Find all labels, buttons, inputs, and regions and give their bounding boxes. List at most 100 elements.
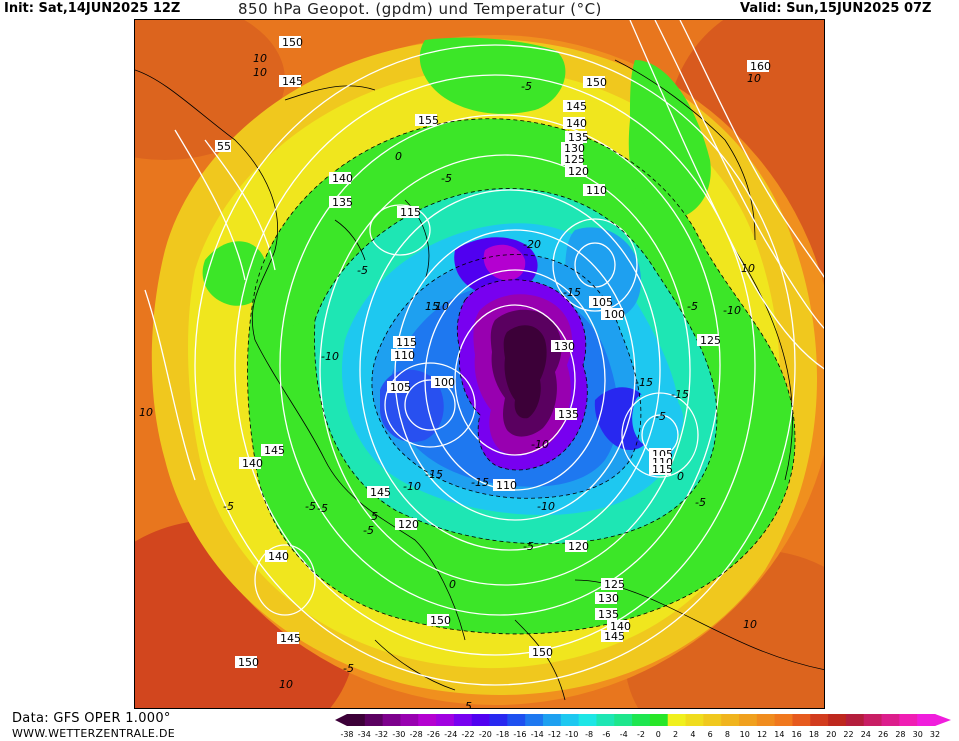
temp-label: 15	[425, 300, 439, 313]
gph-label: 160	[747, 60, 771, 73]
temp-label: -5	[521, 80, 532, 93]
svg-text:105: 105	[390, 381, 411, 394]
temp-label: -5	[523, 540, 534, 553]
colorbar-swatch	[382, 714, 401, 726]
gph-label: 125	[601, 578, 625, 591]
temp-label: 0	[677, 470, 684, 483]
colorbar-tick-label: -10	[565, 730, 578, 739]
svg-text:110: 110	[586, 184, 607, 197]
colorbar-swatch	[703, 714, 722, 726]
colorbar-swatch	[810, 714, 829, 726]
gph-label: 150	[279, 36, 303, 49]
gph-label: 135	[565, 131, 589, 144]
gph-label: 150	[427, 614, 451, 627]
gph-label: 125	[697, 334, 721, 347]
svg-text:125: 125	[700, 334, 721, 347]
temp-label: 10	[279, 678, 293, 691]
gph-label: 140	[329, 172, 353, 185]
colorbar-tick-label: 0	[656, 730, 661, 739]
colorbar-tick-label: -24	[444, 730, 457, 739]
colorbar-swatch	[685, 714, 704, 726]
colorbar-swatch	[899, 714, 918, 726]
gph-label: 120	[565, 540, 589, 553]
temp-label: -15	[671, 388, 689, 401]
svg-text:150: 150	[532, 646, 553, 659]
colorbar-swatch	[489, 714, 508, 726]
temp-label: -5	[317, 502, 328, 515]
svg-text:130: 130	[554, 340, 575, 353]
gph-label: 150	[583, 76, 607, 89]
colorbar-tick-label: -30	[392, 730, 405, 739]
gph-label: 130	[595, 592, 619, 605]
svg-text:140: 140	[242, 457, 263, 470]
temp-label: 0	[449, 578, 456, 591]
temp-label: -15	[635, 376, 653, 389]
gph-label: 135	[595, 608, 619, 621]
gph-label: 115	[393, 336, 417, 349]
colorbar-svg: -38 -34 -32 -30 -28 -26 -24 -22 -20 -18 -16 -14 -12-…	[335, 714, 951, 739]
svg-text:145: 145	[604, 630, 625, 643]
svg-text:140: 140	[566, 117, 587, 130]
gph-label: 105	[589, 296, 613, 309]
colorbar-tick-label: -6	[602, 730, 610, 739]
data-source: Data: GFS OPER 1.000°	[12, 711, 171, 726]
colorbar-swatch	[792, 714, 811, 726]
svg-text:140: 140	[610, 620, 631, 633]
gph-label: 145	[367, 486, 391, 499]
temp-label: -5	[357, 264, 368, 277]
colorbar-swatch	[471, 714, 491, 726]
colorbar-swatch	[525, 714, 544, 726]
site-url: WWW.WETTERZENTRALE.DE	[12, 727, 175, 740]
svg-text:150: 150	[586, 76, 607, 89]
colorbar-swatch	[507, 714, 526, 726]
colorbar-swatch	[453, 714, 473, 726]
temperature-contours	[247, 118, 796, 635]
colorbar-tick-label: 4	[690, 730, 695, 739]
temp-label: 10	[747, 72, 761, 85]
temp-label: 10	[741, 262, 755, 275]
colorbar-tick-label: -16	[513, 730, 526, 739]
colorbar-tick-label: -14	[531, 730, 544, 739]
temp-label: -10	[723, 304, 741, 317]
colorbar-tick-label: 18	[809, 730, 819, 739]
gph-label: 110	[493, 479, 517, 492]
colorbar-arrow-right	[935, 714, 951, 726]
temp-label: -5	[441, 172, 452, 185]
colorbar-tick-label: -8	[585, 730, 593, 739]
svg-text:135: 135	[598, 608, 619, 621]
colorbar-swatch	[614, 714, 633, 726]
colorbar-swatch	[649, 714, 669, 726]
colorbar-tick-label: -38	[340, 730, 353, 739]
svg-text:110: 110	[394, 349, 415, 362]
gph-label: 140	[239, 457, 263, 470]
colorbar-tick-label: -4	[620, 730, 628, 739]
colorbar-tick-label: -2	[637, 730, 645, 739]
svg-text:145: 145	[566, 100, 587, 113]
colorbar-tick-label: -34	[358, 730, 371, 739]
temp-label: -10	[531, 438, 549, 451]
colorbar-tick-label: 28	[895, 730, 905, 739]
gph-label: 105	[387, 381, 411, 394]
gph-label: 140	[563, 117, 587, 130]
colorbar-swatch	[721, 714, 740, 726]
temp-label: 10	[253, 66, 267, 79]
gph-label: 145	[563, 100, 587, 113]
colorbar-swatch	[739, 714, 758, 726]
gph-label: 135	[555, 408, 579, 421]
temp-label: -5	[343, 662, 354, 675]
temp-label: 5	[371, 510, 378, 523]
svg-text:105: 105	[592, 296, 613, 309]
temp-label: 10	[435, 300, 449, 313]
svg-text:125: 125	[604, 578, 625, 591]
temp-label: 0	[395, 150, 402, 163]
svg-text:100: 100	[434, 376, 455, 389]
temp-label: -5	[687, 300, 698, 313]
temp-label: -5	[695, 496, 706, 509]
colorbar-swatch	[543, 714, 562, 726]
temp-label: 10	[253, 52, 267, 65]
colorbar-tick-label: 6	[708, 730, 713, 739]
colorbar-tick-label: 30	[913, 730, 923, 739]
svg-text:110: 110	[496, 479, 517, 492]
colorbar-swatch	[828, 714, 847, 726]
gph-label: 110	[391, 349, 415, 362]
